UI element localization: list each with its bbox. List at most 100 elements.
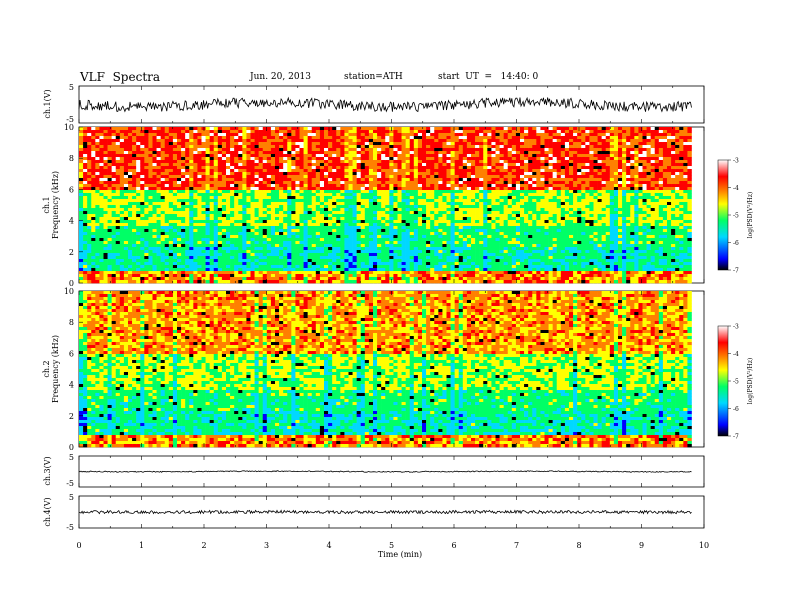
spectrogram-cell [95,151,100,155]
spectrogram-cell [336,166,341,170]
spectrogram-cell [79,154,84,158]
spectrogram-cell [360,271,366,275]
spectrogram-cell [438,157,443,161]
spectrogram-cell [332,166,337,170]
spectrogram-cell [352,127,357,131]
spectrogram-cell [91,214,96,218]
spectrogram-cell [307,181,313,185]
spectrogram-cell [115,244,121,248]
spectrogram-cell [356,160,362,164]
spectrogram-cell [360,166,366,170]
spectrogram-cell [234,202,239,206]
spectrogram-cell [119,202,125,206]
spectrogram-cell [246,193,251,197]
spectrogram-cell [266,223,272,227]
spectrogram-cell [401,142,406,146]
spectrogram-cell [107,229,112,233]
spectrogram-cell [360,193,366,197]
spectrogram-cell [340,262,345,266]
spectrogram-cell [319,178,325,182]
spectrogram-cell [87,139,92,143]
spectrogram-cell [426,211,431,215]
spectrogram-cell [385,151,390,155]
spectrogram-cell [291,163,296,167]
spectrogram-cell [364,175,370,179]
spectrogram-cell [311,229,317,233]
spectrogram-cell [409,226,415,230]
spectrogram-cell [266,244,272,248]
spectrogram-cell [132,142,137,146]
spectrogram-cell [238,253,243,257]
spectrogram-cell [409,163,415,167]
spectrogram-cell [287,136,292,140]
spectrogram-cell [303,199,308,203]
spectrogram-cell [422,127,427,131]
spectrogram-cell [434,205,439,209]
spectrogram-cell [291,190,296,194]
spectrogram-cell [107,169,112,173]
spectrogram-cell [168,172,174,176]
spectrogram-cell [197,229,202,233]
spectrogram-cell [438,259,443,263]
spectrogram-cell [311,133,317,137]
spectrogram-cell [95,166,100,170]
spectrogram-cell [389,166,394,170]
spectrogram-cell [217,235,223,239]
spectrogram-cell [393,175,398,179]
spectrogram-cell [360,232,366,236]
spectrogram-cell [91,157,96,161]
spectrogram-cell [181,172,186,176]
spectrogram-cell [315,214,321,218]
spectrogram-cell [148,202,153,206]
spectrogram-cell [189,187,194,191]
spectrogram-cell [111,139,117,143]
spectrogram-cell [413,268,419,272]
spectrogram-cell [405,196,411,200]
spectrogram-cell [397,142,402,146]
spectrogram-cell [389,193,394,197]
spectrogram-cell [287,169,292,173]
spectrogram-cell [393,190,398,194]
spectrogram-cell [422,259,427,263]
spectrogram-cell [250,181,255,185]
spectrogram-cell [164,217,170,221]
spectrogram-cell [95,253,100,257]
spectrogram-cell [254,169,259,173]
spectrogram-cell [254,199,259,203]
spectrogram-cell [446,193,451,197]
spectrogram-cell [344,133,349,137]
spectrogram-cell [389,262,394,266]
spectrogram-cell [466,133,472,137]
spectrogram-cell [434,250,439,254]
spectrogram-cell [144,238,149,242]
spectrogram-cell [356,208,362,212]
spectrogram-cell [426,274,431,278]
spectrogram-cell [148,211,153,215]
spectrogram-cell [266,196,272,200]
spectrogram-cell [246,181,251,185]
spectrogram-cell [103,142,108,146]
spectrogram-cell [409,223,415,227]
spectrogram-cell [381,181,386,185]
spectrogram-cell [348,280,353,284]
spectrogram-cell [336,145,341,149]
spectrogram-cell [123,205,129,209]
spectrogram-cell [123,211,129,215]
spectrogram-cell [401,163,406,167]
spectrogram-cell [450,166,455,170]
spectrogram-cell [413,259,419,263]
spectrogram-cell [307,208,313,212]
spectrogram-cell [152,232,157,236]
spectrogram-cell [397,157,402,161]
spectrogram-cell [417,268,423,272]
spectrogram-cell [466,199,472,203]
spectrogram-cell [115,223,121,227]
spectrogram-cell [360,277,366,281]
spectrogram-cell [348,250,353,254]
spectrogram-cell [132,235,137,239]
spectrogram-cell [299,199,304,203]
spectrogram-cell [287,208,292,212]
spectrogram-cell [462,256,468,260]
spectrogram-cell [405,136,411,140]
spectrogram-cell [230,241,235,245]
